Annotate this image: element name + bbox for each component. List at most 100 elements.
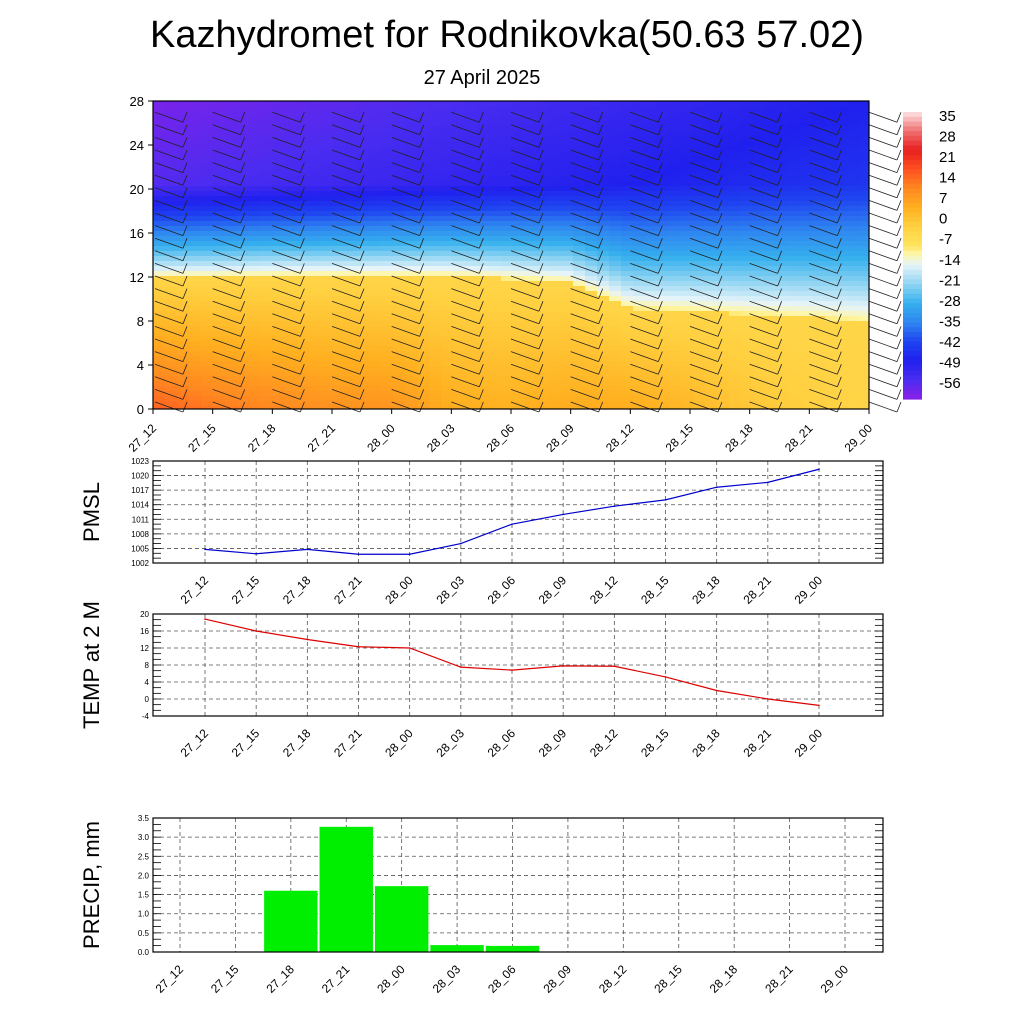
heatmap-cell <box>573 136 586 142</box>
heatmap-cell <box>309 271 322 277</box>
heatmap-cell <box>693 156 706 162</box>
heatmap-cell <box>249 401 262 407</box>
heatmap-cell <box>669 376 682 382</box>
heatmap-cell <box>561 256 574 262</box>
colorbar-swatch <box>903 336 922 343</box>
heatmap-cell <box>249 236 262 242</box>
heatmap-cell <box>225 106 238 112</box>
heatmap-cell <box>477 276 490 282</box>
heatmap-cell <box>309 356 322 362</box>
wind-barb <box>510 174 544 186</box>
heatmap-cell <box>609 156 622 162</box>
heatmap-cell <box>549 286 562 292</box>
heatmap-cell <box>381 326 394 332</box>
heatmap-cell <box>705 141 718 147</box>
heatmap-cell <box>393 216 406 222</box>
heatmap-cell <box>729 116 742 122</box>
wind-barb <box>868 363 902 375</box>
heatmap-cell <box>765 116 778 122</box>
heatmap-cell <box>705 151 718 157</box>
heatmap-cell <box>489 181 502 187</box>
wind-barb <box>331 338 365 350</box>
heatmap-cell <box>849 381 862 387</box>
heatmap-cell <box>657 341 670 347</box>
heatmap-cell <box>441 186 454 192</box>
colorbar-swatch <box>903 284 922 290</box>
heatmap-cell <box>489 311 502 317</box>
heatmap-cell <box>753 311 766 317</box>
heatmap-cell <box>285 171 298 177</box>
heatmap-cell <box>645 101 658 107</box>
heatmap-cell <box>741 261 754 267</box>
heatmap-cell <box>849 336 862 342</box>
heatmap-cell <box>369 126 382 132</box>
heatmap-cell <box>813 391 826 397</box>
heatmap-cell <box>573 206 586 212</box>
heatmap-cell <box>561 226 574 232</box>
heatmap-cell <box>717 406 730 410</box>
heatmap-cell <box>237 371 250 377</box>
heatmap-cell <box>693 231 706 237</box>
heatmap-cell <box>693 406 706 410</box>
heatmap-cell <box>633 306 646 312</box>
heatmap-cell <box>201 291 214 297</box>
heatmap-cell <box>573 346 586 352</box>
heatmap-cell <box>357 396 370 402</box>
heatmap-cell <box>153 241 166 247</box>
y-tick-label: 1023 <box>131 457 149 466</box>
heatmap-cell <box>729 181 742 187</box>
heatmap-cell <box>309 316 322 322</box>
x-tick-label: 27_21 <box>331 726 365 760</box>
heatmap-cell <box>285 361 298 367</box>
heatmap-cell <box>273 241 286 247</box>
heatmap-cell <box>861 296 870 302</box>
heatmap-cell <box>573 336 586 342</box>
heatmap-cell <box>777 391 790 397</box>
heatmap-cell <box>657 306 670 312</box>
x-tick-label: 28_06 <box>484 421 518 455</box>
heatmap-cell <box>645 236 658 242</box>
heatmap-cell <box>393 151 406 157</box>
heatmap-cell <box>225 246 238 252</box>
heatmap-cell <box>669 346 682 352</box>
heatmap-cell <box>381 121 394 127</box>
heatmap-cell <box>393 381 406 387</box>
heatmap-cell <box>213 136 226 142</box>
data-point <box>306 638 309 641</box>
heatmap-cell <box>633 246 646 252</box>
heatmap-cell <box>201 306 214 312</box>
heatmap-cell <box>585 221 598 227</box>
heatmap-cell <box>321 266 334 272</box>
heatmap-cell <box>177 361 190 367</box>
heatmap-cell <box>261 286 274 292</box>
heatmap-cell <box>369 121 382 127</box>
heatmap-cell <box>489 341 502 347</box>
heatmap-cell <box>597 231 610 237</box>
heatmap-cell <box>789 326 802 332</box>
wind-barb <box>331 174 365 186</box>
heatmap-cell <box>849 316 862 322</box>
heatmap-cell <box>693 351 706 357</box>
heatmap-cell <box>729 316 742 322</box>
heatmap-cell <box>861 321 870 327</box>
heatmap-cell <box>237 161 250 167</box>
heatmap-cell <box>729 166 742 172</box>
heatmap-cell <box>333 256 346 262</box>
heatmap-cell <box>729 271 742 277</box>
heatmap-cell <box>441 111 454 117</box>
heatmap-cell <box>465 266 478 272</box>
heatmap-cell <box>861 201 870 207</box>
heatmap-cell <box>393 166 406 172</box>
heatmap-cell <box>465 256 478 262</box>
heatmap-cell <box>525 401 538 407</box>
heatmap-cell <box>741 171 754 177</box>
heatmap-cell <box>789 251 802 257</box>
heatmap-cell <box>537 401 550 407</box>
heatmap-cell <box>609 196 622 202</box>
heatmap-cell <box>345 351 358 357</box>
heatmap-cell <box>813 376 826 382</box>
heatmap-cell <box>561 381 574 387</box>
heatmap-cell <box>489 301 502 307</box>
heatmap-cell <box>489 136 502 142</box>
heatmap-cell <box>369 246 382 252</box>
